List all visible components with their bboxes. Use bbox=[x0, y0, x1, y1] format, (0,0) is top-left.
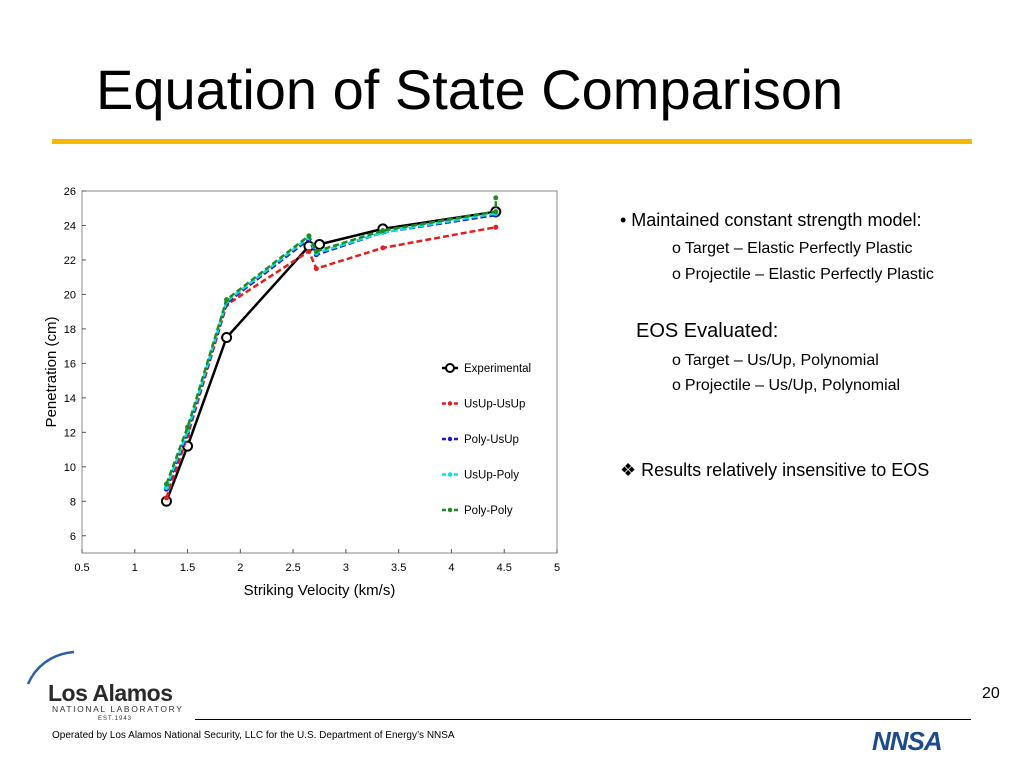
data-point bbox=[380, 245, 386, 251]
x-tick-label: 3 bbox=[343, 562, 349, 574]
legend-label: UsUp-Poly bbox=[464, 470, 519, 482]
x-tick-label: 4.5 bbox=[497, 562, 512, 574]
y-tick-label: 26 bbox=[64, 186, 76, 198]
x-tick-label: 1 bbox=[132, 562, 138, 574]
strength-item: o Projectile – Elastic Perfectly Plastic bbox=[672, 266, 934, 283]
atom-swoosh-icon bbox=[26, 650, 75, 685]
logo-subtitle: NATIONAL LABORATORY bbox=[52, 704, 184, 714]
x-tick-label: 2 bbox=[237, 562, 243, 574]
data-point bbox=[493, 195, 499, 201]
y-tick-label: 10 bbox=[64, 462, 76, 474]
sub-marker: o bbox=[672, 240, 681, 257]
result-bullet: ❖ Results relatively insensitive to EOS bbox=[620, 460, 930, 480]
x-tick-label: 0.5 bbox=[74, 562, 89, 574]
data-point bbox=[221, 332, 233, 344]
data-point bbox=[163, 495, 169, 501]
y-tick-label: 14 bbox=[64, 393, 76, 405]
strength-model-bullet: • Maintained constant strength model: bbox=[620, 210, 922, 230]
logo-name: Los Alamos bbox=[48, 680, 173, 706]
y-tick-label: 22 bbox=[64, 255, 76, 267]
eos-item: o Target – Us/Up, Polynomial bbox=[672, 352, 879, 369]
data-point bbox=[313, 248, 319, 254]
data-point bbox=[306, 233, 312, 239]
data-point bbox=[163, 481, 169, 487]
data-point bbox=[380, 228, 386, 234]
sub-marker: o bbox=[672, 377, 681, 394]
data-point bbox=[224, 297, 230, 303]
data-point bbox=[185, 424, 191, 430]
y-tick-label: 16 bbox=[64, 358, 76, 370]
data-point bbox=[314, 238, 325, 250]
data-point bbox=[493, 209, 499, 215]
slide-title: Equation of State Comparison bbox=[96, 58, 844, 121]
sub-marker: o bbox=[672, 266, 681, 283]
y-axis-label: Penetration (cm) bbox=[43, 317, 60, 428]
legend-label: Poly-UsUp bbox=[464, 434, 519, 446]
x-tick-label: 5 bbox=[554, 562, 560, 574]
strength-item: o Target – Elastic Perfectly Plastic bbox=[672, 240, 913, 257]
eos-item: o Projectile – Us/Up, Polynomial bbox=[672, 377, 901, 394]
legend-marker bbox=[447, 436, 453, 442]
y-tick-label: 18 bbox=[64, 324, 76, 336]
legend-label: UsUp-UsUp bbox=[464, 399, 525, 411]
eos-heading: EOS Evaluated: bbox=[636, 320, 779, 342]
page-number: 20 bbox=[982, 685, 1000, 702]
y-tick-label: 8 bbox=[70, 496, 76, 508]
los-alamos-logo: Los Alamos NATIONAL LABORATORY EST.1943 bbox=[20, 648, 190, 728]
y-tick-label: 24 bbox=[64, 220, 76, 232]
title-underline bbox=[52, 139, 972, 144]
y-tick-label: 6 bbox=[70, 531, 76, 543]
penetration-chart: 0.5 1 1.5 2 2.5 3 3.5 4 4.5 5 6 8 10 12 14 16 18 20 22 24 26… bbox=[43, 186, 560, 599]
footer-divider bbox=[195, 719, 971, 720]
x-tick-label: 3.5 bbox=[391, 562, 406, 574]
legend-marker bbox=[445, 363, 455, 373]
y-tick-label: 12 bbox=[64, 427, 76, 439]
series-line bbox=[165, 197, 498, 485]
x-tick-label: 4 bbox=[448, 562, 454, 574]
x-tick-label: 2.5 bbox=[285, 562, 300, 574]
data-point bbox=[163, 484, 169, 490]
data-point bbox=[306, 248, 312, 254]
x-tick-label: 1.5 bbox=[180, 562, 195, 574]
legend-label: Poly-Poly bbox=[464, 505, 513, 517]
legend-marker bbox=[447, 472, 453, 477]
nnsa-logo: NNSA bbox=[872, 726, 943, 756]
y-tick-label: 20 bbox=[64, 289, 76, 301]
legend-marker bbox=[447, 401, 453, 406]
legend-marker bbox=[447, 507, 453, 513]
x-axis-label: Striking Velocity (km/s) bbox=[244, 582, 396, 599]
data-point bbox=[493, 224, 499, 230]
data-point bbox=[313, 266, 319, 272]
logo-est: EST.1943 bbox=[98, 716, 133, 722]
sub-marker: o bbox=[672, 352, 681, 369]
footer-text: Operated by Los Alamos National Security… bbox=[52, 730, 455, 741]
legend-label: Experimental bbox=[464, 363, 531, 375]
